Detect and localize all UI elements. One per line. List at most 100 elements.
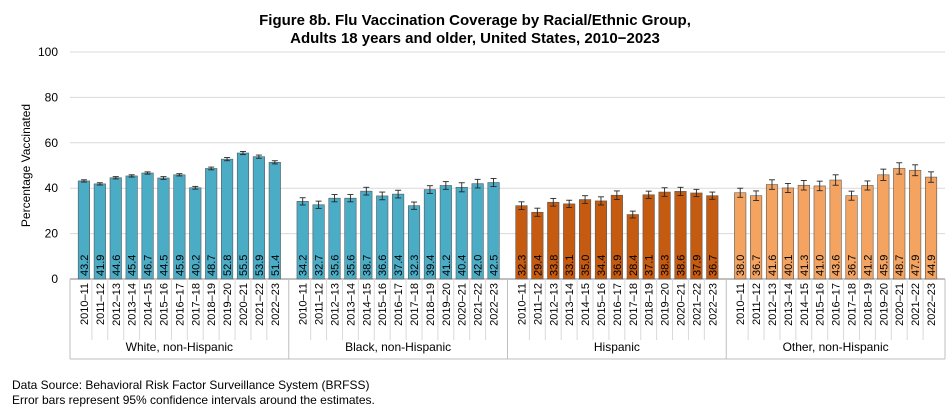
- data-label: 32.3: [516, 255, 528, 276]
- x-tick-label: 2019–20: [660, 283, 672, 326]
- data-label: 34.4: [596, 255, 608, 276]
- x-tick-label: 2018–19: [862, 283, 874, 326]
- data-label: 42.5: [489, 255, 501, 276]
- data-label: 40.2: [190, 255, 202, 276]
- data-label: 44.9: [926, 255, 938, 276]
- data-label: 45.9: [878, 255, 890, 276]
- data-label: 35.0: [580, 255, 592, 276]
- x-tick-label: 2014–15: [361, 283, 373, 326]
- data-label: 35.6: [330, 255, 342, 276]
- data-label: 38.6: [675, 255, 687, 276]
- x-tick-label: 2015–16: [815, 283, 827, 326]
- x-tick-label: 2016–17: [174, 283, 186, 326]
- data-label: 45.9: [174, 255, 186, 276]
- x-tick-label: 2020–21: [238, 283, 250, 326]
- data-label: 38.7: [361, 255, 373, 276]
- x-tick-label: 2021–22: [910, 283, 922, 326]
- x-tick-label: 2015–16: [158, 283, 170, 326]
- data-label: 36.7: [707, 255, 719, 276]
- x-tick-label: 2012–13: [767, 283, 779, 326]
- data-label: 41.2: [862, 255, 874, 276]
- data-label: 45.4: [127, 255, 139, 276]
- y-tick-label: 60: [45, 136, 59, 150]
- x-tick-label: 2012–13: [111, 283, 123, 326]
- data-label: 39.4: [425, 255, 437, 276]
- data-source-note: Data Source: Behavioral Risk Factor Surv…: [12, 378, 370, 392]
- x-tick-label: 2013–14: [127, 283, 139, 326]
- data-label: 52.8: [222, 255, 234, 276]
- error-bar-note: Error bars represent 95% confidence inte…: [12, 393, 375, 407]
- data-label: 51.4: [270, 255, 282, 276]
- x-tick-label: 2010–11: [79, 283, 91, 325]
- y-tick-label: 0: [51, 272, 58, 286]
- data-label: 36.9: [612, 255, 624, 276]
- data-label: 41.9: [95, 255, 107, 276]
- data-label: 36.7: [847, 255, 859, 276]
- x-tick-label: 2018–19: [644, 283, 656, 326]
- x-tick-label: 2015–16: [596, 283, 608, 326]
- x-tick-label: 2018–19: [206, 283, 218, 326]
- x-tick-label: 2013–14: [783, 283, 795, 326]
- x-tick-label: 2020–21: [675, 283, 687, 326]
- data-label: 35.6: [345, 255, 357, 276]
- data-label: 42.0: [473, 255, 485, 276]
- x-tick-label: 2021–22: [691, 283, 703, 326]
- x-tick-label: 2017–18: [409, 283, 421, 326]
- x-tick-label: 2011–12: [532, 283, 544, 325]
- data-label: 40.4: [457, 255, 469, 276]
- y-tick-label: 100: [38, 45, 58, 59]
- data-label: 48.7: [206, 255, 218, 276]
- data-label: 41.0: [815, 255, 827, 276]
- y-tick-label: 40: [45, 181, 59, 195]
- data-label: 36.7: [751, 255, 763, 276]
- data-label: 41.3: [799, 255, 811, 276]
- x-tick-label: 2016–17: [612, 283, 624, 326]
- x-tick-label: 2021–22: [473, 283, 485, 326]
- data-label: 38.0: [735, 255, 747, 276]
- x-tick-label: 2020–21: [457, 283, 469, 326]
- data-label: 33.1: [564, 255, 576, 276]
- data-label: 43.2: [79, 255, 91, 276]
- data-label: 44.5: [158, 255, 170, 276]
- x-tick-label: 2022–23: [489, 283, 501, 326]
- x-tick-label: 2017–18: [190, 283, 202, 326]
- data-label: 34.2: [298, 255, 310, 276]
- x-tick-label: 2022–23: [926, 283, 938, 326]
- data-label: 32.3: [409, 255, 421, 276]
- x-tick-label: 2020–21: [894, 283, 906, 326]
- data-label: 32.7: [314, 255, 326, 276]
- x-tick-label: 2015–16: [377, 283, 389, 326]
- data-label: 46.7: [143, 255, 155, 276]
- data-label: 53.9: [254, 255, 266, 276]
- x-tick-label: 2021–22: [254, 283, 266, 326]
- x-tick-label: 2013–14: [345, 283, 357, 326]
- data-label: 43.6: [831, 255, 843, 276]
- group-label: Black, non-Hispanic: [345, 340, 451, 354]
- data-label: 40.1: [783, 255, 795, 276]
- x-tick-label: 2011–12: [95, 283, 107, 325]
- data-label: 38.3: [660, 255, 672, 276]
- x-tick-label: 2018–19: [425, 283, 437, 326]
- x-tick-label: 2012–13: [548, 283, 560, 326]
- data-label: 37.4: [393, 255, 405, 276]
- y-axis-label: Percentage Vaccinated: [19, 104, 33, 227]
- x-tick-label: 2017–18: [628, 283, 640, 326]
- x-tick-label: 2016–17: [831, 283, 843, 326]
- data-label: 41.6: [767, 255, 779, 276]
- data-label: 41.2: [441, 255, 453, 276]
- x-tick-label: 2022–23: [707, 283, 719, 326]
- x-tick-label: 2010–11: [735, 283, 747, 325]
- x-tick-label: 2019–20: [878, 283, 890, 326]
- x-tick-label: 2022–23: [270, 283, 282, 326]
- x-tick-label: 2019–20: [441, 283, 453, 326]
- x-tick-label: 2014–15: [799, 283, 811, 326]
- x-tick-label: 2013–14: [564, 283, 576, 326]
- x-tick-label: 2010–11: [298, 283, 310, 325]
- data-label: 28.4: [628, 255, 640, 276]
- data-label: 47.9: [910, 255, 922, 276]
- x-tick-label: 2014–15: [143, 283, 155, 326]
- data-label: 33.8: [548, 255, 560, 276]
- x-tick-label: 2010–11: [516, 283, 528, 325]
- x-tick-label: 2011–12: [314, 283, 326, 325]
- data-label: 37.9: [691, 255, 703, 276]
